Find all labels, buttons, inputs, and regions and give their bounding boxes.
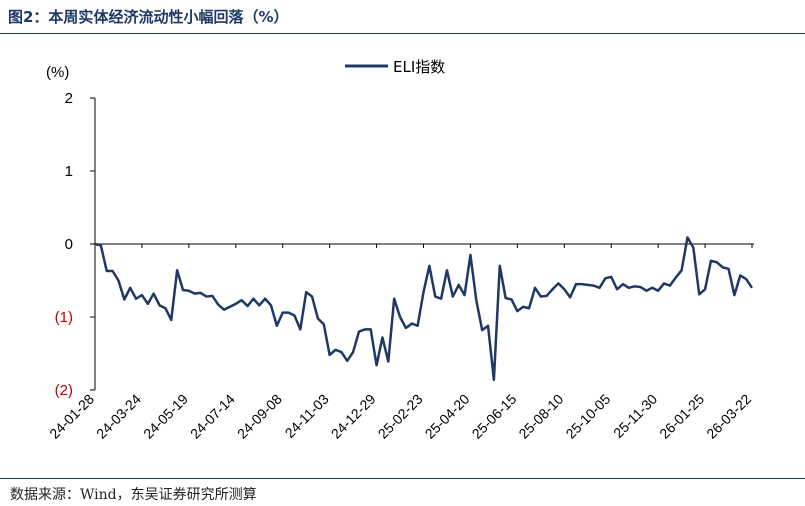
- x-tick-label: 25-06-15: [469, 391, 520, 442]
- y-tick-label: (2): [55, 382, 73, 399]
- x-tick-label: 24-03-24: [93, 391, 144, 442]
- series-layer: [94, 236, 754, 382]
- y-tick-label: 1: [65, 163, 73, 180]
- top-rule: [0, 33, 805, 34]
- x-tick-label: 24-07-14: [187, 391, 238, 442]
- eli-line-chart: 2 1 0 (1) (2) 24-01-2824-03-2424-05-1924-07-…: [46, 58, 754, 442]
- x-tick-label: 26-03-22: [703, 391, 754, 442]
- x-axis: 24-01-2824-03-2424-05-1924-07-1424-09-08…: [46, 243, 754, 442]
- x-tick-label: 25-04-20: [422, 391, 473, 442]
- x-tick-label: 24-05-19: [140, 391, 191, 442]
- y-axis-unit-label: (%): [46, 64, 69, 81]
- x-tick-label: 24-12-29: [328, 391, 379, 442]
- x-tick-label: 24-11-03: [282, 391, 332, 441]
- y-axis: 2 1 0 (1) (2): [55, 90, 96, 399]
- bottom-rule: [0, 478, 805, 479]
- legend: ELI指数: [345, 58, 445, 76]
- x-tick-label: 25-02-23: [375, 391, 426, 442]
- y-tick-label: 2: [65, 90, 73, 107]
- eli-series-line: [94, 236, 754, 382]
- x-tick-label: 26-01-25: [656, 391, 707, 442]
- source-note: 数据来源：Wind，东吴证券研究所测算: [10, 487, 257, 503]
- x-tick-label: 24-09-08: [234, 391, 285, 442]
- x-tick-label: 25-10-05: [562, 391, 613, 442]
- x-tick-label: 25-08-10: [515, 391, 566, 442]
- x-tick-label: 25-11-30: [610, 391, 660, 441]
- legend-label: ELI指数: [393, 58, 445, 76]
- y-tick-label: 0: [65, 236, 73, 253]
- y-tick-label: (1): [55, 309, 73, 326]
- figure-title: 图2：本周实体经济流动性小幅回落（%）: [8, 8, 289, 26]
